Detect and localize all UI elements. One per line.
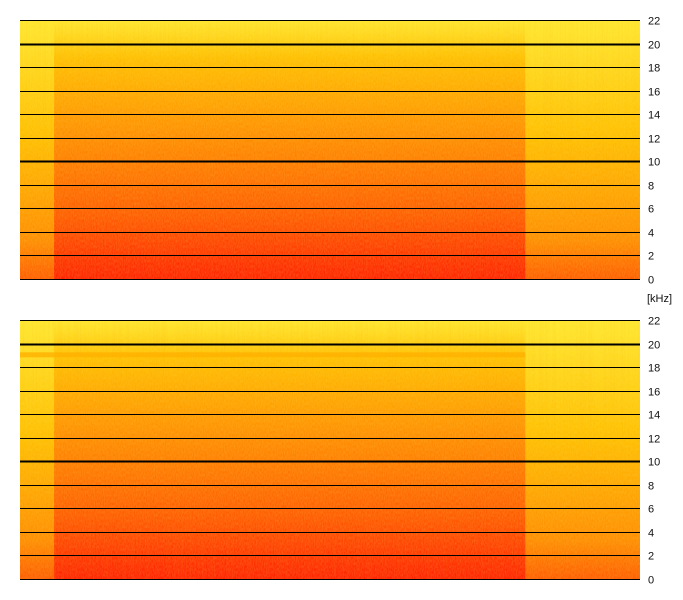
y-tick-label: 18 (648, 363, 660, 375)
y-tick-label: 2 (648, 551, 654, 563)
y-tick-label: 10 (648, 457, 660, 469)
y-tick-label: 12 (648, 434, 660, 446)
y-tick-label: 14 (648, 410, 660, 422)
y-tick-label: 22 (648, 316, 660, 328)
y-tick-label: 14 (648, 110, 660, 122)
y-tick-label: 4 (648, 228, 654, 240)
y-tick-label: 0 (648, 575, 654, 587)
y-tick-label: 8 (648, 181, 654, 193)
spectrogram-panel-1: 0 2 4 6 8 10 12 14 16 18 20 22 (20, 16, 660, 287)
narrow-band (20, 352, 526, 358)
spectrogram-heatmap (20, 320, 640, 579)
y-tick-label: 6 (648, 204, 654, 216)
y-tick-label: 8 (648, 481, 654, 493)
spectrogram-heatmap (20, 20, 640, 279)
y-tick-label: 16 (648, 87, 660, 99)
y-tick-label: 22 (648, 16, 660, 28)
y-tick-label: 20 (648, 340, 660, 352)
spectrogram-panel-2: 0 2 4 6 8 10 12 14 16 18 20 22 (20, 316, 660, 587)
y-tick-label: 2 (648, 251, 654, 263)
y-tick-label: 0 (648, 275, 654, 287)
y-tick-label: 10 (648, 157, 660, 169)
y-tick-label: 12 (648, 134, 660, 146)
y-tick-label: 18 (648, 63, 660, 75)
y-tick-label: 6 (648, 504, 654, 516)
y-tick-label: 20 (648, 40, 660, 52)
y-tick-label: 4 (648, 528, 654, 540)
noise-texture (20, 20, 640, 279)
frequency-unit-label: [kHz] (647, 293, 673, 305)
y-tick-label: 16 (648, 387, 660, 399)
noise-texture (20, 320, 640, 579)
